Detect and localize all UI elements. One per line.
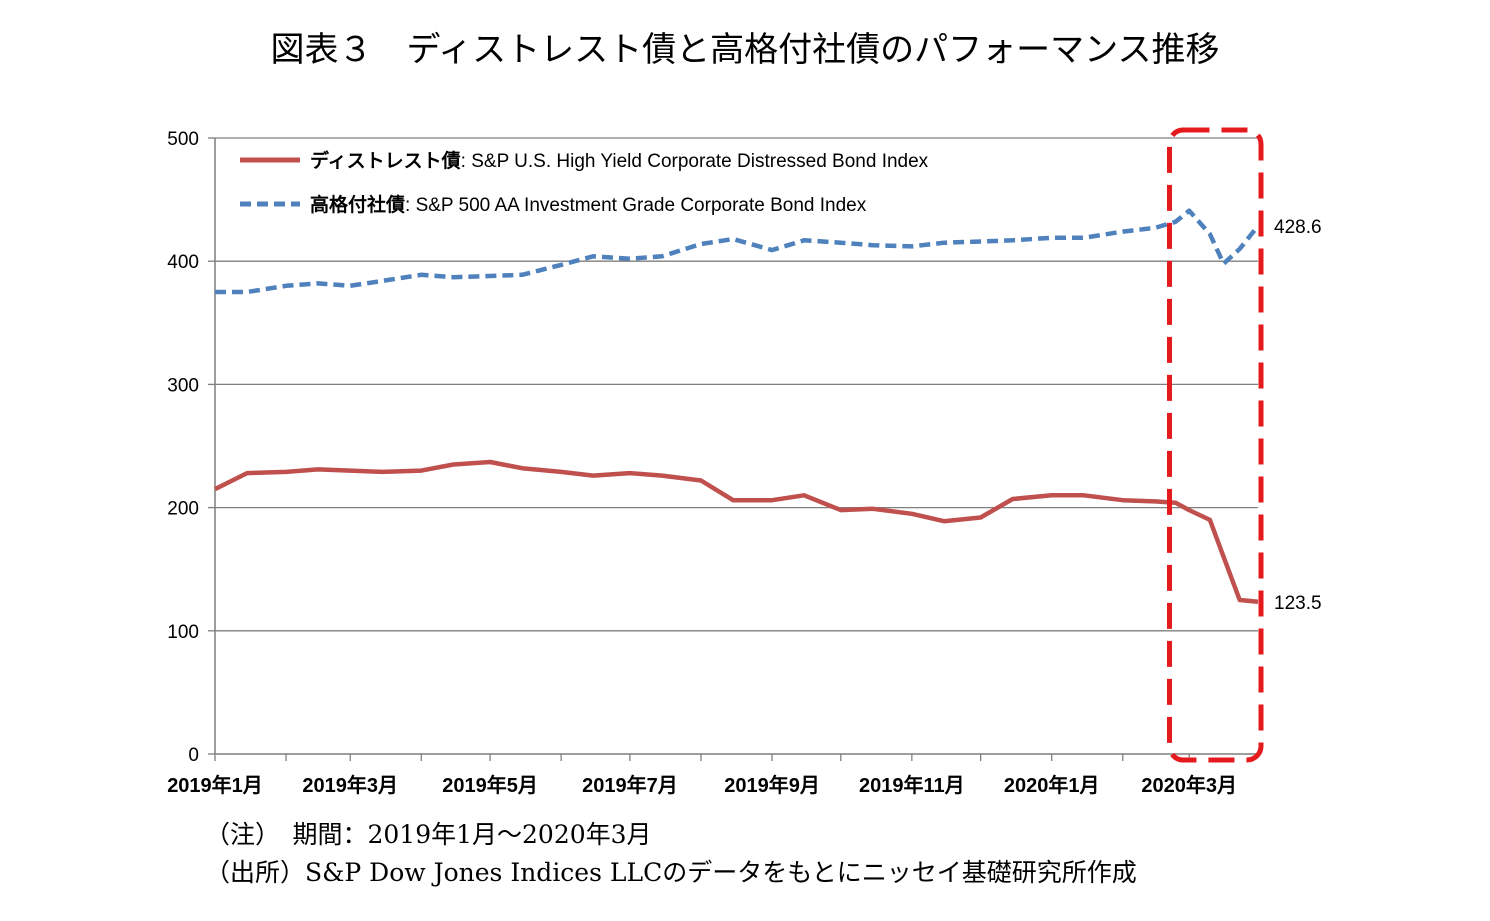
legend-series-name: 高格付社債 — [310, 193, 405, 216]
end-value-label: 123.5 — [1274, 593, 1322, 614]
y-tick-label: 100 — [167, 622, 199, 643]
x-tick-label: 2019年11月 — [859, 773, 965, 797]
chart-title: 図表３ ディストレスト債と高格付社債のパフォーマンス推移 — [270, 30, 1220, 70]
footnote-source: （出所）S&P Dow Jones Indices LLCのデータをもとにニッセ… — [205, 858, 1137, 887]
x-tick-label: 2019年5月 — [442, 773, 538, 797]
y-tick-label: 0 — [188, 745, 199, 766]
footnote-period: （注） 期間：2019年1月～2020年3月 — [205, 820, 652, 849]
x-tick-label: 2019年3月 — [302, 773, 398, 797]
series-lines — [213, 208, 1260, 605]
end-value-labels: 123.5 428.6 — [1274, 217, 1322, 614]
x-tick-label: 2020年1月 — [1004, 773, 1100, 797]
axes: 0 100 200 300 400 500 2019年1月 2019年3月 2019年5月 201… — [167, 129, 1258, 797]
legend-entry: 高格付社債: S&P 500 AA Investment Grade Corpo… — [310, 193, 867, 216]
legend-entry: ディストレスト債: S&P U.S. High Yield Corporate … — [310, 149, 929, 172]
y-tick-label: 300 — [167, 375, 199, 396]
series-line-investment-grade — [215, 208, 1260, 295]
highlight-rect — [1166, 127, 1264, 763]
legend: ディストレスト債: S&P U.S. High Yield Corporate … — [240, 149, 929, 216]
x-tick-label: 2019年1月 — [167, 773, 263, 797]
x-tick-label: 2020年3月 — [1141, 773, 1237, 797]
y-tick-label: 400 — [167, 252, 199, 273]
legend-series-name: ディストレスト債 — [310, 149, 461, 172]
grid-lines — [215, 137, 1258, 632]
series-line-distressed — [213, 459, 1259, 605]
y-tick-label: 200 — [167, 499, 199, 520]
y-tick-label: 500 — [167, 129, 199, 150]
end-value-label: 428.6 — [1274, 217, 1322, 238]
legend-series-description: : S&P U.S. High Yield Corporate Distress… — [461, 151, 929, 172]
x-tick-label: 2019年9月 — [724, 773, 820, 797]
x-tick-label: 2019年7月 — [582, 773, 678, 797]
highlight-box — [1166, 127, 1264, 763]
legend-series-description: : S&P 500 AA Investment Grade Corporate … — [405, 195, 867, 216]
